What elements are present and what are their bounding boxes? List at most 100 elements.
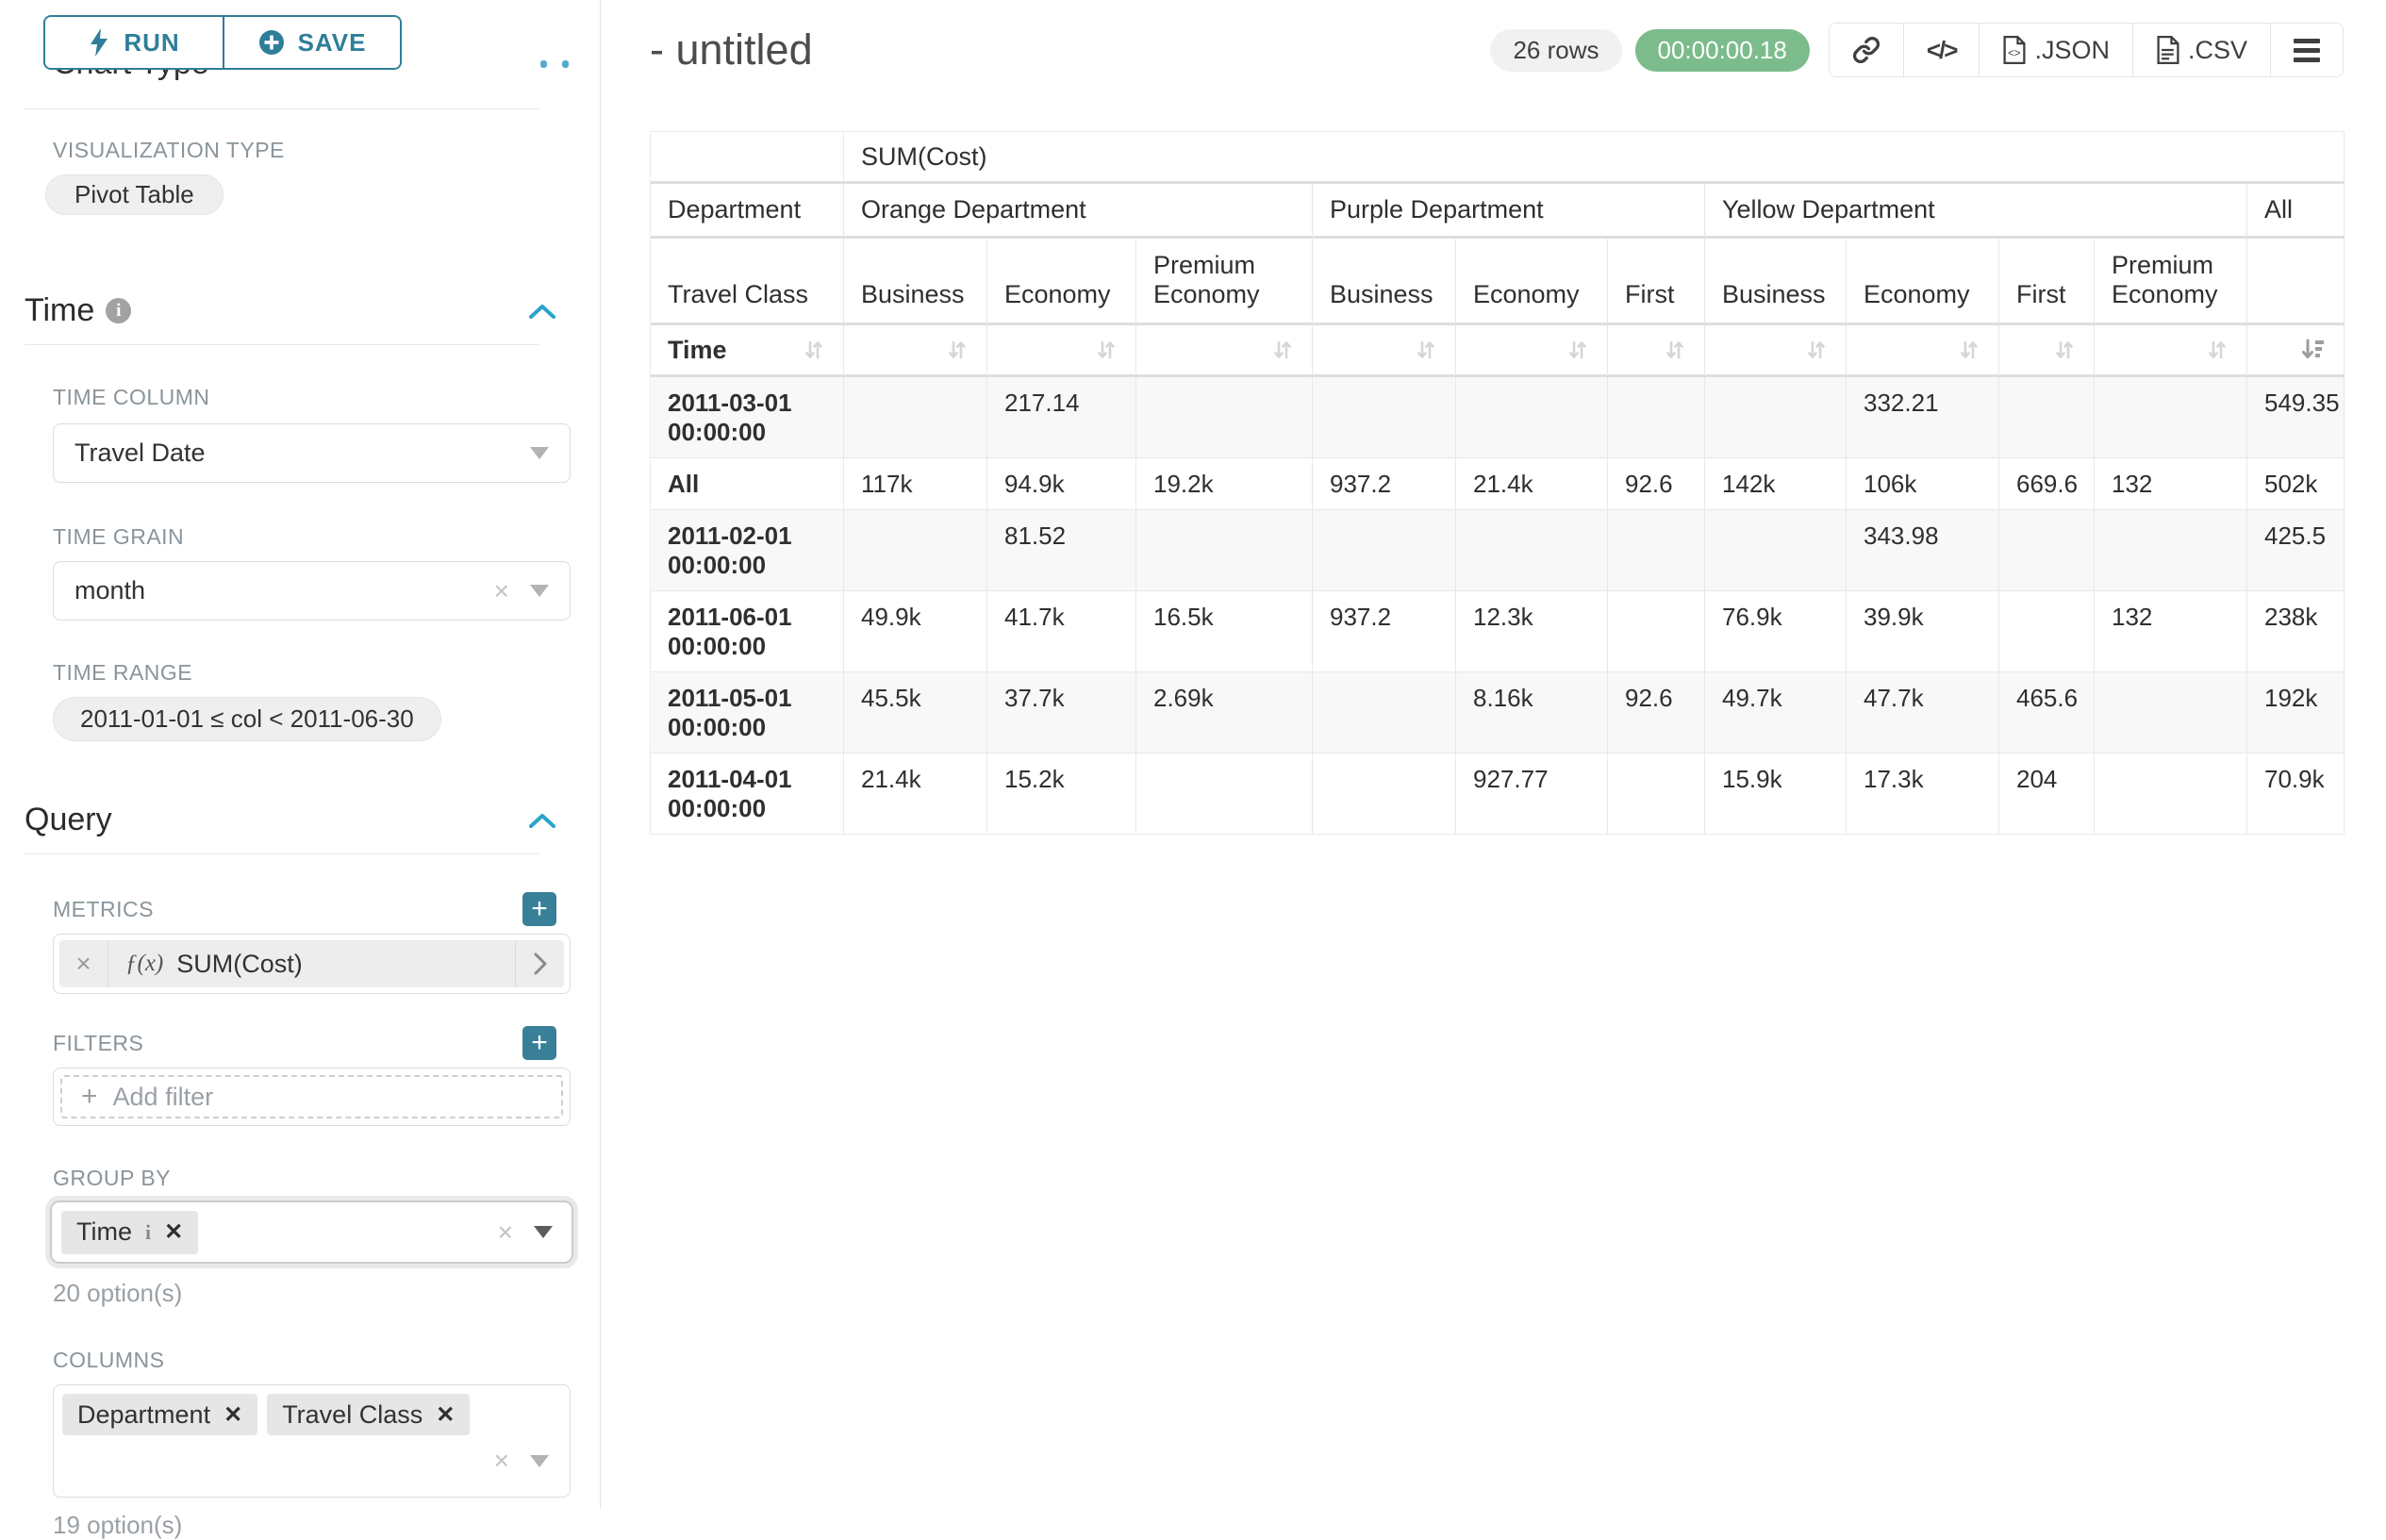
time-range-label: TIME RANGE xyxy=(0,660,600,686)
sort-icon[interactable] xyxy=(1566,338,1590,362)
plus-icon: + xyxy=(81,1081,98,1113)
sort-icon[interactable] xyxy=(1094,338,1118,362)
remove-chip-icon[interactable]: ✕ xyxy=(436,1401,455,1429)
columns-chip[interactable]: Department ✕ xyxy=(62,1394,257,1435)
add-filter-button[interactable]: + Add filter xyxy=(60,1075,563,1118)
svg-text:<>: <> xyxy=(2009,48,2022,59)
value-sort-cell xyxy=(1705,325,1847,377)
value-cell xyxy=(1608,377,1705,458)
travel-class-cell: Business xyxy=(844,239,987,325)
clear-icon[interactable]: × xyxy=(494,1446,509,1476)
divider xyxy=(25,853,539,854)
value-cell xyxy=(1608,591,1705,672)
chart-title[interactable]: - untitled xyxy=(650,25,813,75)
value-cell: 45.5k xyxy=(844,672,987,753)
row-time-header: 2011-04-0100:00:00 xyxy=(651,753,844,835)
value-cell: 142k xyxy=(1705,458,1847,510)
query-section-header[interactable]: Query xyxy=(25,802,556,838)
query-timer-badge: 00:00:00.18 xyxy=(1635,29,1810,72)
chevron-up-icon[interactable] xyxy=(528,812,556,829)
value-cell xyxy=(1608,510,1705,591)
remove-metric-icon[interactable]: × xyxy=(59,940,108,987)
value-cell: 41.7k xyxy=(987,591,1136,672)
sort-icon[interactable] xyxy=(1270,338,1295,362)
hamburger-icon xyxy=(2294,39,2320,62)
clear-icon[interactable]: × xyxy=(494,576,509,606)
department-group-cell: All xyxy=(2247,184,2345,239)
remove-chip-icon[interactable]: ✕ xyxy=(224,1401,242,1429)
value-cell: 549.35 xyxy=(2247,377,2345,458)
columns-chip[interactable]: Travel Class ✕ xyxy=(267,1394,470,1435)
sort-icon[interactable] xyxy=(802,338,826,362)
time-grain-select[interactable]: month × xyxy=(53,561,571,621)
add-metric-button[interactable]: + xyxy=(522,892,556,926)
value-cell: 49.9k xyxy=(844,591,987,672)
value-sort-cell xyxy=(1136,325,1313,377)
menu-button[interactable] xyxy=(2270,24,2343,76)
metric-name: SUM(Cost) xyxy=(176,950,303,979)
info-icon: i xyxy=(106,298,131,323)
metrics-label: METRICS xyxy=(0,897,522,922)
add-filter-plus-button[interactable]: + xyxy=(522,1026,556,1060)
code-icon: </> xyxy=(1927,36,1957,65)
chevron-up-icon[interactable] xyxy=(528,303,556,320)
value-cell: 21.4k xyxy=(844,753,987,835)
value-cell: 16.5k xyxy=(1136,591,1313,672)
value-sort-cell xyxy=(2247,325,2345,377)
value-cell xyxy=(1313,672,1456,753)
share-link-button[interactable] xyxy=(1830,24,1903,76)
run-button[interactable]: RUN xyxy=(45,17,223,68)
time-grain-value: month xyxy=(75,576,494,605)
row-time-header: All xyxy=(651,458,844,510)
department-label-cell: Department xyxy=(651,184,844,239)
value-cell xyxy=(1136,753,1313,835)
time-sort-cell: Time xyxy=(651,325,844,377)
sort-icon[interactable] xyxy=(2052,338,2077,362)
chip-label: Department xyxy=(77,1400,210,1430)
time-range-pill[interactable]: 2011-01-01 ≤ col < 2011-06-30 xyxy=(53,697,441,741)
sort-icon[interactable] xyxy=(1414,338,1438,362)
group-by-select[interactable]: Time i ✕ × xyxy=(50,1201,573,1264)
group-by-chip[interactable]: Time i ✕ xyxy=(61,1211,198,1254)
chip-label: Travel Class xyxy=(282,1400,423,1430)
value-cell xyxy=(1999,510,2095,591)
save-button[interactable]: SAVE xyxy=(223,17,400,68)
clear-icon[interactable]: × xyxy=(498,1217,513,1248)
value-cell: 669.6 xyxy=(1999,458,2095,510)
table-row: 2011-06-0100:00:0049.9k41.7k16.5k937.212… xyxy=(651,591,2345,672)
value-cell: 425.5 xyxy=(2247,510,2345,591)
value-cell xyxy=(2095,672,2247,753)
view-query-button[interactable]: </> xyxy=(1903,24,1980,76)
metric-pill[interactable]: ƒ(x) SUM(Cost) xyxy=(108,940,515,987)
caret-down-icon xyxy=(530,1455,549,1467)
viz-type-pill[interactable]: Pivot Table xyxy=(45,174,224,215)
value-cell xyxy=(1705,377,1847,458)
sort-desc-icon[interactable] xyxy=(2300,338,2327,362)
time-grain-label: TIME GRAIN xyxy=(0,524,600,550)
sort-icon[interactable] xyxy=(1804,338,1829,362)
time-section-header[interactable]: Time i xyxy=(25,292,556,329)
sort-icon[interactable] xyxy=(1663,338,1687,362)
value-cell: 12.3k xyxy=(1456,591,1608,672)
export-csv-button[interactable]: .CSV xyxy=(2132,24,2270,76)
value-cell xyxy=(2095,510,2247,591)
viz-type-label: VISUALIZATION TYPE xyxy=(0,138,600,163)
value-cell xyxy=(1313,753,1456,835)
filters-control: + Add filter xyxy=(53,1068,571,1126)
pivot-head: SUM(Cost)DepartmentOrange DepartmentPurp… xyxy=(651,132,2345,377)
columns-select[interactable]: Department ✕ Travel Class ✕ × xyxy=(53,1384,571,1498)
group-by-options-hint: 20 option(s) xyxy=(53,1279,600,1308)
filters-label: FILTERS xyxy=(0,1031,522,1056)
time-column-select[interactable]: Travel Date xyxy=(53,423,571,483)
sort-icon[interactable] xyxy=(1957,338,1981,362)
remove-chip-icon[interactable]: ✕ xyxy=(164,1218,183,1246)
table-row: 2011-02-0100:00:0081.52343.98425.5 xyxy=(651,510,2345,591)
expand-metric-icon[interactable] xyxy=(515,940,564,987)
travel-class-cell: Premium Economy xyxy=(1136,239,1313,325)
export-json-button[interactable]: <> .JSON xyxy=(1979,24,2132,76)
sort-icon[interactable] xyxy=(2205,338,2229,362)
fx-icon: ƒ(x) xyxy=(125,951,163,977)
department-group-cell: Purple Department xyxy=(1313,184,1705,239)
sort-icon[interactable] xyxy=(945,338,969,362)
department-group-cell: Orange Department xyxy=(844,184,1313,239)
